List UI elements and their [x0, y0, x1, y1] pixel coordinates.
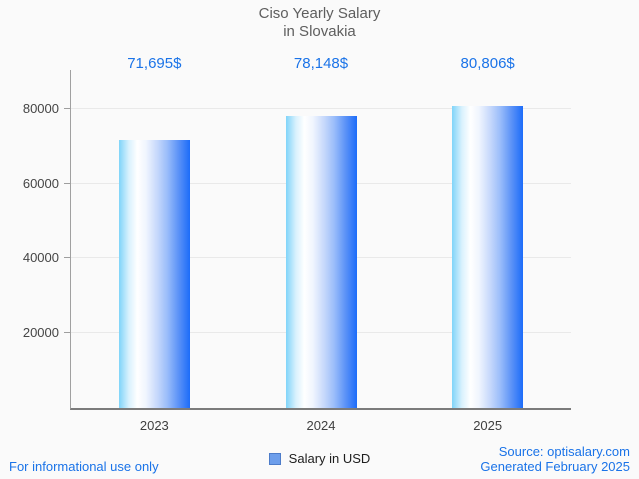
disclaimer-text: For informational use only — [9, 459, 159, 474]
source-block: Source: optisalary.com Generated Februar… — [480, 444, 630, 474]
x-axis-label: 2025 — [473, 418, 503, 433]
y-tick — [64, 107, 70, 109]
x-axis-label: 2023 — [139, 418, 169, 433]
gridline — [71, 107, 571, 109]
y-axis-label: 20000 — [22, 325, 59, 341]
y-tick — [64, 257, 70, 259]
chart-title: Ciso Yearly Salary in Slovakia — [0, 5, 639, 41]
bar-value-label: 78,148$ — [293, 55, 349, 72]
plot-area: 20000 40000 60000 80000 71,695$ 2023 78,148$ 20… — [23, 55, 571, 433]
x-axis-label: 2024 — [306, 418, 336, 433]
y-axis-label: 40000 — [22, 250, 59, 266]
source-text: Source: optisalary.com — [498, 444, 630, 459]
y-axis-label: 80000 — [22, 100, 59, 116]
generated-text: Generated February 2025 — [480, 459, 630, 474]
bar — [118, 139, 190, 408]
bar-value-label: 80,806$ — [460, 55, 515, 72]
chart-title-line1: Ciso Yearly Salary — [258, 5, 381, 22]
bar — [285, 115, 357, 408]
legend: Salary in USD — [0, 451, 639, 466]
legend-swatch-icon — [268, 452, 281, 465]
bar-value-label: 71,695$ — [127, 55, 182, 72]
y-tick — [64, 182, 70, 184]
y-axis-label: 60000 — [22, 175, 59, 191]
bar — [452, 105, 524, 408]
chart-title-line2: in Slovakia — [283, 23, 356, 40]
y-tick — [64, 332, 70, 334]
legend-label: Salary in USD — [288, 451, 371, 466]
